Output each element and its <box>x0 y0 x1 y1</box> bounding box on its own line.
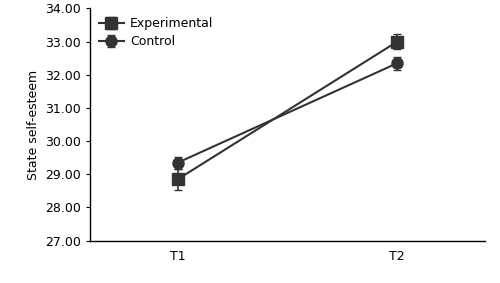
Y-axis label: State self-esteem: State self-esteem <box>26 69 40 180</box>
Legend: Experimental, Control: Experimental, Control <box>96 15 216 51</box>
